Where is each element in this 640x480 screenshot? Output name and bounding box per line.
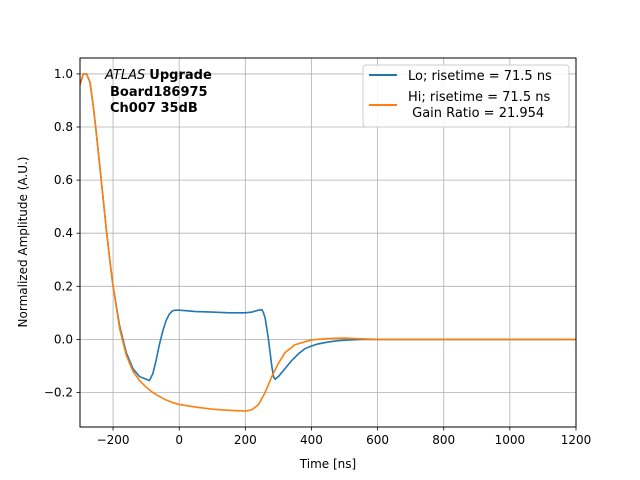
x-tick-label: 0 [175,433,183,447]
annotation-title: ATLAS Upgrade [104,68,212,83]
annotation-board: Board186975 [110,85,208,100]
ticks: −200 0 200 400 600 800 1000 1200 −0.2 0.0 0.2 0.4 0.… [44,67,591,447]
x-tick-label: 1200 [561,433,592,447]
series-line-hi [80,73,576,412]
x-tick-label: 600 [366,433,389,447]
y-tick-label: 0.8 [54,120,73,134]
annotation-tag: Upgrade [149,68,212,83]
x-tick-label: 1000 [495,433,526,447]
y-tick-label: 0.4 [54,226,73,240]
atlas-annotation: ATLAS Upgrade Board186975 Ch007 35dB [104,68,212,116]
legend: Lo; risetime = 71.5 ns Hi; risetime = 71… [362,64,570,128]
y-tick-label: −0.2 [44,385,73,399]
x-tick-label: −200 [97,433,130,447]
y-tick-label: 0.2 [54,279,73,293]
legend-label-hi: Hi; risetime = 71.5 ns Gain Ratio = 21.9… [408,90,550,121]
legend-label-lo: Lo; risetime = 71.5 ns [408,69,552,84]
x-tick-label: 800 [432,433,455,447]
legend-box [362,64,570,128]
x-tick-label: 200 [234,433,257,447]
series-layer [80,73,576,412]
y-tick-label: 0.6 [54,173,73,187]
y-axis-label: Normalized Amplitude (A.U.) [16,157,30,328]
plot-frame [79,57,577,428]
y-tick-label: 0.0 [54,332,73,346]
x-tick-label: 400 [300,433,323,447]
y-tick-label: 1.0 [54,67,73,81]
x-axis-label: Time [ns] [299,457,356,471]
annotation-experiment: ATLAS [104,68,145,83]
annotation-channel: Ch007 35dB [110,101,198,116]
